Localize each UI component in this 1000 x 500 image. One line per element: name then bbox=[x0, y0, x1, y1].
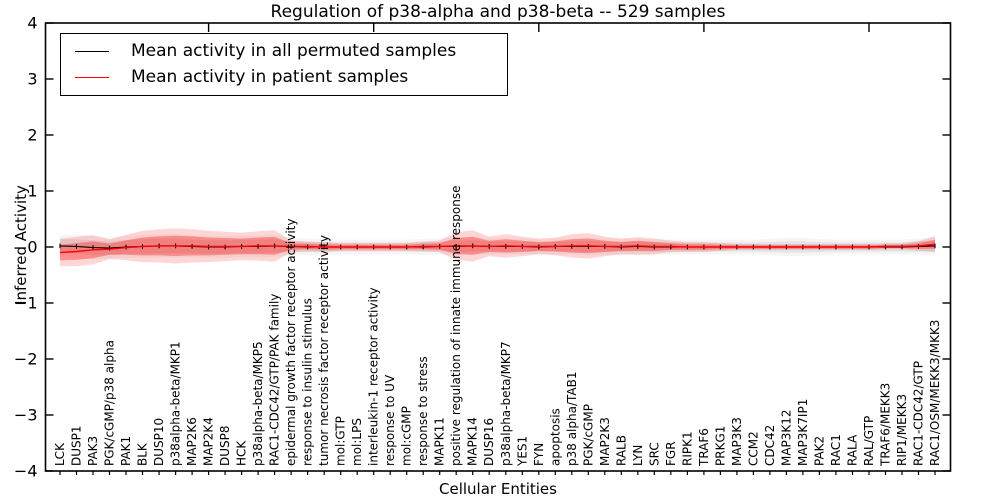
x-tick-label: RALA bbox=[846, 434, 860, 466]
patient-std-band-outer bbox=[60, 228, 935, 267]
y-axis-label: Inferred Activity bbox=[12, 185, 30, 305]
x-tick-label: MAP2K4 bbox=[202, 417, 216, 466]
x-tick-label: RAC1/OSM/MEKK3/MKK3 bbox=[928, 320, 942, 466]
x-tick-label: positive regulation of innate immune res… bbox=[449, 186, 463, 466]
legend-label-permuted: Mean activity in all permuted samples bbox=[131, 41, 457, 61]
y-tick-label: −2 bbox=[14, 350, 38, 369]
x-tick-label: LYN bbox=[631, 445, 645, 466]
x-tick-label: PAK1 bbox=[119, 436, 133, 466]
x-tick-label: p38 alpha/TAB1 bbox=[565, 372, 579, 466]
y-tick-label: −3 bbox=[14, 406, 38, 425]
x-tick-label: epidermal growth factor receptor activit… bbox=[284, 219, 298, 466]
y-tick-label: −1 bbox=[14, 294, 38, 313]
x-tick-label: MAP3K12 bbox=[779, 409, 793, 466]
x-tick-label: response to UV bbox=[383, 374, 397, 466]
x-tick-label: MAP2K6 bbox=[185, 417, 199, 466]
x-tick-label: RALB bbox=[614, 435, 628, 466]
x-tick-label: RIP1/MEKK3 bbox=[895, 394, 909, 466]
x-tick-label: CDC42 bbox=[763, 425, 777, 466]
legend-entry-permuted: Mean activity in all permuted samples bbox=[61, 43, 507, 60]
x-tick-label: p38alpha-beta/MKP1 bbox=[169, 341, 183, 466]
x-tick-label: DUSP10 bbox=[152, 418, 166, 466]
y-tick-label: 0 bbox=[27, 238, 37, 257]
legend-label-patient: Mean activity in patient samples bbox=[131, 67, 409, 87]
permuted-line-swatch bbox=[75, 51, 109, 52]
x-tick-label: mol:GTP bbox=[334, 416, 348, 466]
x-tick-label: YES1 bbox=[515, 436, 529, 467]
x-tick-label: RIPK1 bbox=[680, 431, 694, 466]
x-tick-label: HCK bbox=[235, 440, 249, 466]
x-tick-label: MAPK11 bbox=[433, 417, 447, 466]
x-tick-label: PGK/cGMP/p38 alpha bbox=[103, 340, 117, 466]
x-tick-label: FGR bbox=[664, 441, 678, 466]
patient-mean-line bbox=[59, 243, 936, 254]
legend: Mean activity in all permuted samples Me… bbox=[60, 33, 508, 96]
x-tick-label: MAPK14 bbox=[466, 417, 480, 466]
y-tick-label: 2 bbox=[27, 126, 37, 145]
x-tick-label: RAC1-CDC42/GTP/PAK family bbox=[268, 294, 282, 466]
x-tick-label: p38alpha-beta/MKP5 bbox=[251, 341, 265, 466]
x-tick-label: RAL/GTP bbox=[862, 416, 876, 466]
x-tick-label: TRAF6 bbox=[697, 428, 711, 467]
chart-title: Regulation of p38-alpha and p38-beta -- … bbox=[270, 2, 726, 22]
y-tick-label: 1 bbox=[27, 182, 37, 201]
x-tick-label: SRC bbox=[647, 442, 661, 466]
x-tick-label: p38alpha-beta/MKP7 bbox=[499, 341, 513, 466]
x-tick-label: apoptosis bbox=[548, 408, 562, 466]
x-tick-label: DUSP1 bbox=[70, 425, 84, 466]
x-tick-label: MAP2K3 bbox=[598, 417, 612, 466]
y-tick-label: 3 bbox=[27, 70, 37, 89]
y-tick-label: 4 bbox=[27, 14, 37, 33]
x-tick-label: PGK/cGMP bbox=[581, 404, 595, 466]
x-tick-label: CCM2 bbox=[746, 431, 760, 466]
patient-line-swatch bbox=[75, 77, 109, 78]
patient-std-band bbox=[60, 235, 935, 261]
legend-entry-patient: Mean activity in patient samples bbox=[61, 69, 507, 86]
x-tick-label: interleukin-1 receptor activity bbox=[367, 287, 381, 466]
x-tick-label: mol:LPS bbox=[350, 418, 364, 466]
x-tick-label: PAK2 bbox=[812, 436, 826, 466]
x-tick-label: response to stress bbox=[416, 356, 430, 466]
y-tick-label: −4 bbox=[14, 462, 38, 481]
x-axis-label: Cellular Entities bbox=[439, 480, 557, 498]
x-tick-label: PRKG1 bbox=[713, 426, 727, 466]
x-tick-label: RAC1 bbox=[829, 434, 843, 466]
x-tick-label: FYN bbox=[532, 443, 546, 466]
x-tick-label: mol:cGMP bbox=[400, 406, 414, 466]
x-tick-label: LCK bbox=[53, 442, 67, 466]
x-tick-label: response to insulin stimulus bbox=[301, 298, 315, 466]
x-tick-label: MAP3K7IP1 bbox=[796, 399, 810, 466]
x-tick-label: BLK bbox=[136, 442, 150, 466]
x-tick-label: DUSP8 bbox=[218, 425, 232, 466]
x-tick-label: TRAF6/MEKK3 bbox=[879, 383, 893, 467]
x-tick-label: RAC1-CDC42/GTP bbox=[912, 361, 926, 466]
x-tick-label: DUSP16 bbox=[482, 418, 496, 466]
x-tick-label: PAK3 bbox=[86, 436, 100, 466]
x-tick-label: MAP3K3 bbox=[730, 417, 744, 466]
x-tick-label: tumor necrosis factor receptor activity bbox=[317, 235, 331, 466]
